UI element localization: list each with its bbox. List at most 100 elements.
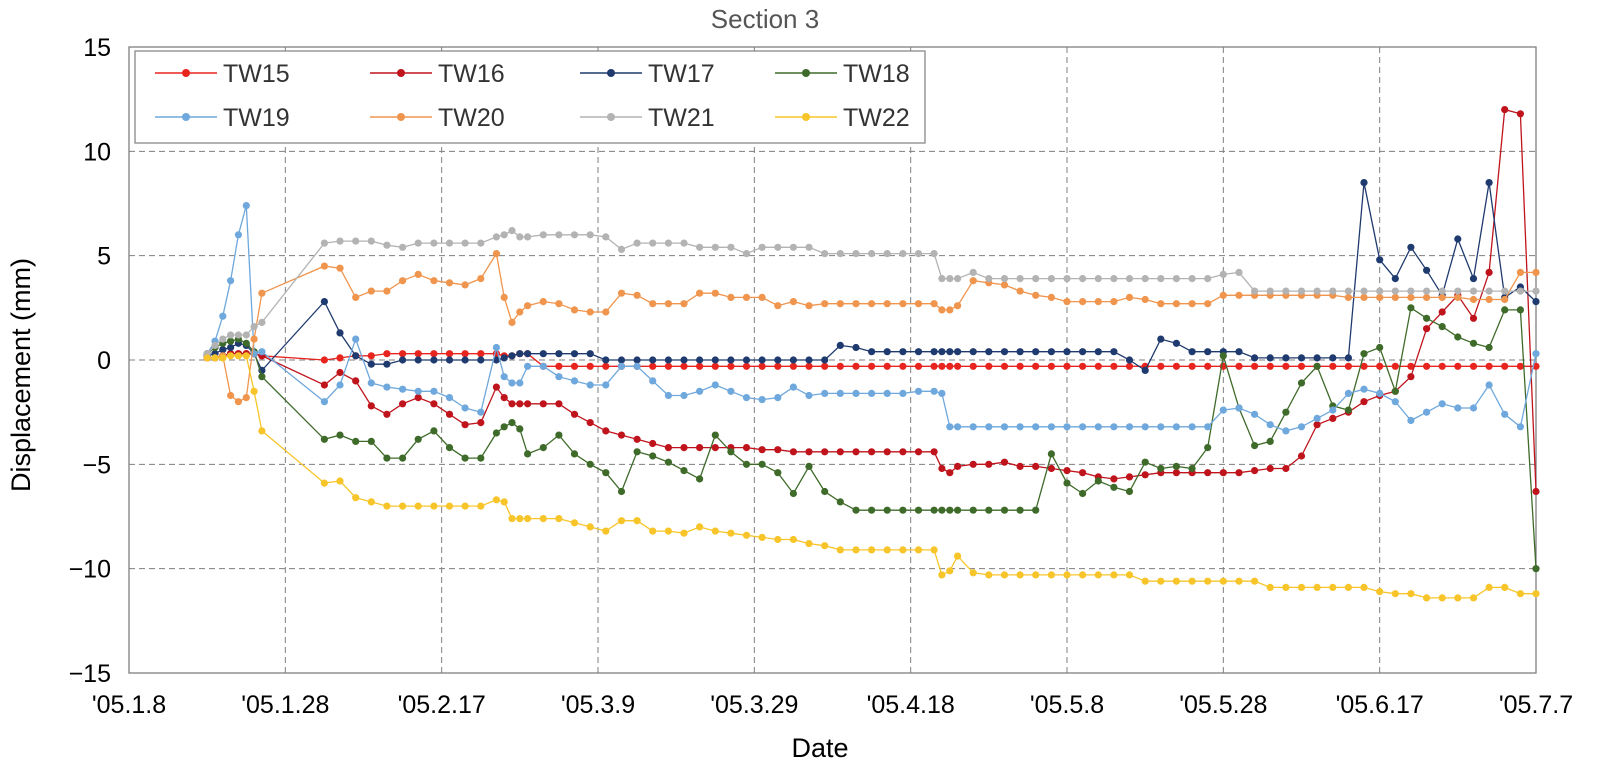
data-point [320,239,328,247]
data-point [1110,362,1118,370]
data-point [352,494,360,502]
legend-swatch-marker [182,69,190,77]
data-point [227,277,235,285]
data-point [1047,464,1055,473]
data-point [555,350,563,358]
data-point [1094,423,1102,431]
y-tick-label: 5 [97,243,111,271]
data-point [1251,354,1259,362]
data-point [1204,348,1212,356]
data-point [985,571,993,579]
data-point [1485,268,1493,276]
data-point [500,498,508,506]
data-point [1360,583,1368,592]
data-point [1016,506,1024,514]
data-point [399,385,407,393]
data-point [836,546,844,554]
legend-item-tw20: TW20 [370,104,505,132]
data-point [985,506,993,514]
data-point [1469,314,1478,322]
data-point [500,293,508,301]
x-tick-label: '05.1.28 [241,691,329,719]
data-point [696,387,704,395]
data-point [477,419,485,427]
data-point [1110,475,1118,483]
data-point [899,389,907,397]
data-point [430,239,438,247]
data-point [742,250,751,258]
data-point [1125,571,1134,579]
data-point [352,437,360,445]
data-point [477,239,485,247]
data-point [969,506,977,514]
data-point [727,243,735,251]
data-point [1110,423,1118,431]
data-point [383,502,391,510]
data-point [985,275,993,283]
data-point [586,350,594,358]
data-point [852,506,860,514]
data-point [727,356,735,364]
data-point [1172,275,1180,283]
data-point [1501,106,1509,114]
data-point [1485,362,1493,370]
data-point [852,343,860,352]
data-point [1110,298,1118,306]
data-point [938,464,946,473]
data-point [727,293,735,301]
data-point [508,515,516,523]
series-line-tw18 [206,306,1537,569]
data-point [477,454,485,462]
data-point [1313,354,1321,362]
data-point [1454,287,1462,295]
data-point [570,450,579,458]
data-point [203,354,211,362]
data-point [414,239,422,247]
data-point [570,231,579,239]
data-point [836,300,844,308]
data-point [219,354,227,362]
data-point [1282,464,1290,473]
data-point [555,400,563,408]
data-point [821,300,829,308]
data-point [1297,452,1306,460]
data-point [524,450,532,458]
data-point [516,308,524,316]
data-point [508,227,516,235]
data-point [1344,583,1352,592]
data-point [664,458,673,466]
data-point [539,362,547,370]
data-point [711,527,719,535]
data-point [477,502,485,510]
y-tick-label: 10 [83,138,111,166]
data-point [1094,275,1102,283]
data-point [1313,287,1321,295]
data-point [1360,385,1368,393]
data-point [727,448,735,456]
data-point [1047,450,1055,458]
data-point [234,331,242,339]
data-point [1454,404,1462,412]
data-point [1047,571,1055,579]
data-point [1000,275,1009,283]
data-point [836,341,844,349]
data-point [524,350,532,358]
data-point [516,233,524,241]
data-point [899,362,907,370]
data-point [414,350,422,358]
data-point [1125,487,1134,496]
data-point [1266,354,1274,362]
data-point [1501,362,1509,370]
data-point [1501,583,1509,592]
data-point [883,250,891,258]
data-point [367,352,375,360]
data-point [1297,287,1306,295]
data-point [1141,295,1149,304]
data-point [633,291,641,299]
data-point [696,475,704,483]
data-point [1251,467,1259,475]
data-point [461,356,469,364]
data-point [399,356,407,364]
data-point [1125,473,1134,481]
data-point [602,308,610,316]
